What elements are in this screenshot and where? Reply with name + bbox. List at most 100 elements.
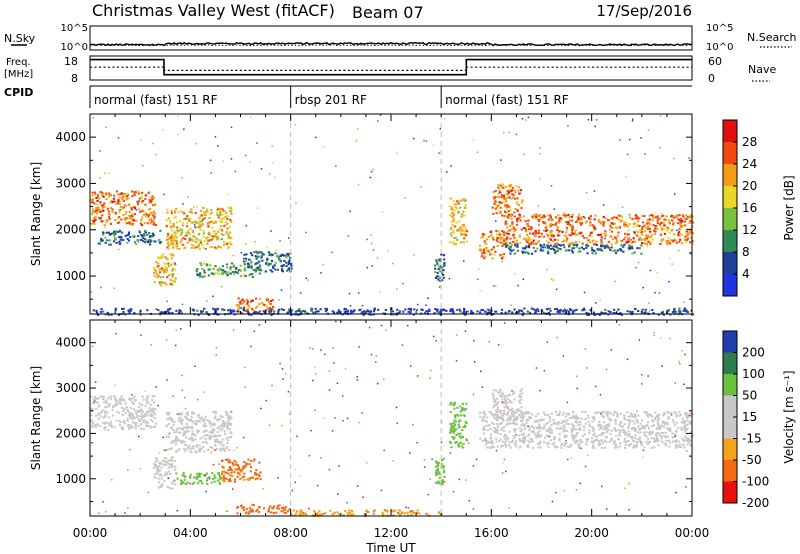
- echo-cell: [601, 220, 604, 223]
- echo-cell: [199, 223, 202, 226]
- echo-cell: [504, 185, 507, 188]
- echo-cell: [553, 223, 556, 226]
- echo-cell: [153, 473, 157, 476]
- echo-cell: [512, 434, 515, 437]
- scatter-cell: [495, 230, 497, 232]
- echo-cell: [438, 511, 441, 514]
- echo-cell: [222, 422, 225, 425]
- echo-cell: [156, 470, 159, 473]
- echo-cell: [648, 413, 651, 416]
- echo-cell: [537, 232, 540, 235]
- echo-cell: [520, 189, 523, 192]
- echo-cell: [451, 211, 454, 214]
- scatter-cell: [505, 239, 507, 241]
- echo-cell: [247, 311, 250, 314]
- echo-cell: [504, 433, 507, 436]
- noise-panel-frame: [89, 25, 693, 51]
- echo-cell: [436, 261, 439, 264]
- echo-cell: [544, 436, 547, 439]
- echo-cell: [287, 308, 291, 311]
- echo-cell: [630, 427, 633, 430]
- echo-cell: [554, 245, 557, 248]
- echo-cell: [279, 260, 282, 263]
- echo-cell: [464, 234, 467, 237]
- echo-cell: [585, 246, 588, 249]
- echo-cell: [673, 233, 676, 236]
- echo-cell: [139, 239, 142, 241]
- echo-cell: [171, 420, 174, 423]
- echo-cell: [590, 235, 594, 238]
- echo-cell: [509, 224, 512, 227]
- echo-cell: [124, 412, 127, 415]
- echo-cell: [169, 487, 172, 490]
- scatter-cell: [537, 205, 540, 207]
- echo-cell: [527, 439, 530, 442]
- echo-cell: [239, 477, 242, 480]
- echo-cell: [509, 247, 512, 249]
- echo-cell: [659, 427, 662, 430]
- echo-cell: [601, 425, 604, 428]
- echo-cell: [456, 200, 459, 203]
- echo-cell: [609, 249, 612, 251]
- echo-cell: [587, 420, 590, 423]
- echo-cell: [223, 450, 226, 453]
- echo-cell: [507, 216, 510, 219]
- echo-cell: [448, 241, 451, 244]
- scatter-cell: [647, 129, 650, 131]
- echo-cell: [295, 512, 298, 515]
- echo-cell: [500, 429, 503, 431]
- scatter-cell: [515, 133, 518, 136]
- echo-cell: [125, 196, 128, 199]
- echo-cell: [496, 445, 499, 448]
- echo-cell: [550, 235, 554, 238]
- echo-cell: [672, 223, 675, 226]
- echo-cell: [632, 222, 635, 225]
- scatter-cell: [625, 175, 627, 178]
- scatter-cell: [348, 292, 351, 295]
- echo-cell: [183, 433, 186, 436]
- echo-cell: [509, 252, 512, 255]
- echo-cell: [685, 428, 688, 431]
- echo-cell: [648, 227, 651, 230]
- echo-cell: [660, 432, 663, 434]
- echo-cell: [504, 445, 508, 448]
- echo-cell: [204, 418, 207, 421]
- echo-cell: [221, 265, 224, 268]
- echo-cell: [568, 446, 571, 449]
- echo-cell: [522, 442, 526, 444]
- echo-cell: [145, 421, 148, 424]
- scatter-cell: [92, 117, 94, 119]
- echo-cell: [258, 475, 261, 478]
- echo-cell: [519, 219, 522, 222]
- echo-cell: [176, 221, 179, 224]
- echo-cell: [489, 234, 492, 237]
- echo-cell: [180, 479, 183, 482]
- echo-cell: [540, 427, 543, 430]
- echo-cell: [228, 480, 231, 483]
- echo-region: [491, 388, 524, 422]
- echo-cell: [148, 201, 151, 204]
- echo-cell: [238, 303, 241, 306]
- echo-cell: [167, 470, 171, 473]
- echo-cell: [218, 418, 222, 421]
- echo-cell: [664, 431, 667, 434]
- echo-cell: [91, 422, 94, 425]
- echo-cell: [140, 408, 143, 411]
- echo-region: [90, 395, 158, 431]
- scatter-cell: [387, 250, 389, 252]
- echo-cell: [191, 239, 194, 242]
- echo-cell: [197, 274, 200, 276]
- echo-cell: [194, 434, 197, 437]
- echo-cell: [201, 275, 204, 278]
- echo-cell: [563, 443, 567, 445]
- scatter-cell: [271, 384, 273, 387]
- echo-cell: [220, 425, 223, 428]
- echo-cell: [142, 420, 145, 423]
- echo-cell: [498, 417, 501, 419]
- scatter-cell: [230, 158, 233, 160]
- echo-cell: [350, 311, 353, 314]
- echo-cell: [482, 248, 486, 251]
- echo-cell: [135, 422, 138, 425]
- echo-cell: [228, 418, 231, 421]
- echo-cell: [517, 309, 521, 312]
